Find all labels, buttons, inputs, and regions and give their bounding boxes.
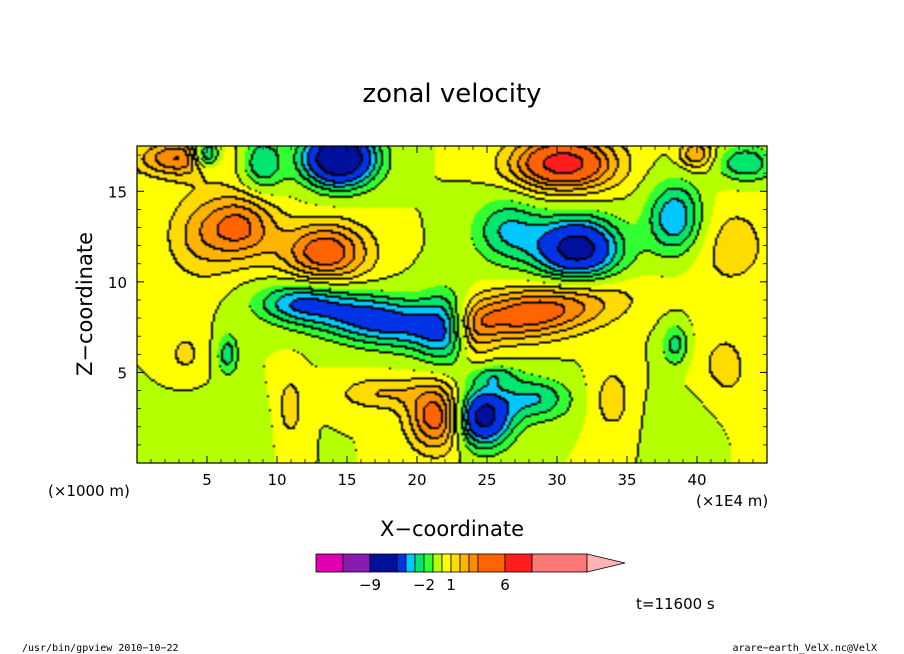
colorbar-box: [468, 553, 479, 573]
colorbar-box: [414, 553, 425, 573]
colorbar-box: [369, 553, 398, 573]
colorbar-box: [342, 553, 371, 573]
colorbar-label: 1: [446, 576, 456, 594]
x-scale-label: (×1E4 m): [696, 492, 768, 510]
x-tick-label: 35: [617, 471, 636, 489]
x-tick-label: 5: [202, 471, 212, 489]
y-tick-label: 10: [108, 274, 127, 292]
y-axis-label: Z−coordinate: [73, 232, 97, 376]
colorbar-box: [423, 553, 434, 573]
colorbar-box: [405, 553, 416, 573]
x-tick-label: 30: [547, 471, 566, 489]
time-label: t=11600 s: [636, 595, 715, 613]
colorbar-box: [432, 553, 443, 573]
y-axis: 5 10 15: [108, 154, 767, 446]
colorbar-box: [504, 553, 533, 573]
colorbar-label: −9: [359, 576, 381, 594]
colorbar-label: 6: [500, 576, 510, 594]
y-tick-label: 15: [108, 183, 127, 201]
colorbar-box: [441, 553, 452, 573]
x-axis: 5 10 15 20 25 30 35 40: [136, 146, 768, 489]
colorbar: −9 −2 1 6: [315, 553, 626, 594]
plot-frame: [136, 145, 768, 464]
y-scale-label: (×1000 m): [48, 482, 130, 500]
y-tick-label: 5: [117, 364, 127, 382]
colorbar-box: [315, 553, 344, 573]
x-axis-label: X−coordinate: [380, 517, 524, 541]
plot-area: [136, 145, 768, 464]
footer-right: arare−earth_VelX.nc@VelX: [733, 643, 878, 654]
colorbar-box: [477, 553, 506, 573]
colorbar-label: −2: [413, 576, 435, 594]
x-tick-label: 40: [687, 471, 706, 489]
x-tick-label: 10: [267, 471, 286, 489]
footer-left: /usr/bin/gpview 2010−10−22: [22, 643, 179, 654]
heatmap-field: [137, 146, 767, 463]
x-tick-label: 20: [407, 471, 426, 489]
x-tick-label: 15: [337, 471, 356, 489]
colorbar-box: [450, 553, 461, 573]
x-tick-label: 25: [477, 471, 496, 489]
colorbar-arrow: [586, 553, 626, 573]
colorbar-box: [531, 553, 588, 573]
colorbar-box: [459, 553, 470, 573]
chart-title: zonal velocity: [362, 79, 541, 109]
colorbar-box: [396, 553, 407, 573]
